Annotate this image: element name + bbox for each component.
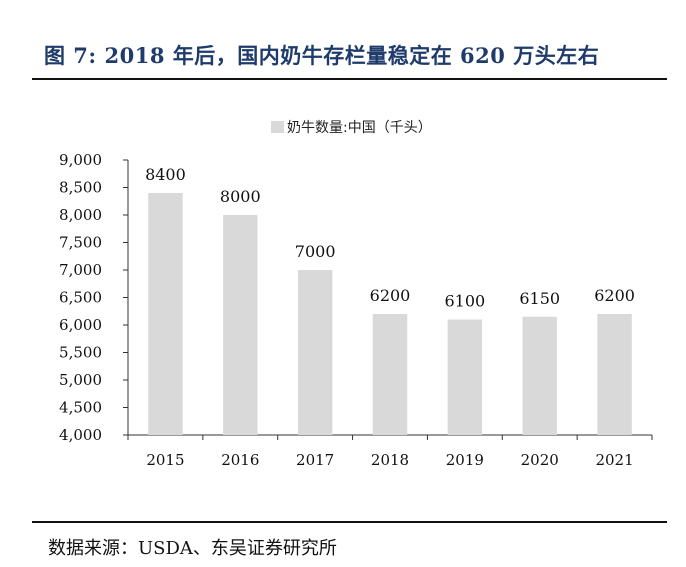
legend-label: 奶牛数量:中国（千头）	[287, 120, 432, 136]
bar	[522, 316, 557, 435]
y-tick-label: 4,500	[59, 399, 102, 417]
y-axis: 4,000 4,500 5,000 5,500 6,000 6,500 7,000 7,500…	[59, 151, 129, 444]
x-tick-label: 2017	[296, 451, 334, 469]
legend: 奶牛数量:中国（千头）	[271, 120, 432, 136]
x-axis: 2015 2016 2017 2018 2019 2020 2021	[127, 434, 653, 469]
bar	[597, 314, 632, 435]
y-tick-label: 8,500	[59, 179, 102, 197]
data-label: 8400	[145, 165, 186, 184]
source-note: 数据来源：USDA、东吴证券研究所	[48, 538, 337, 559]
x-tick-label: 2018	[371, 451, 409, 469]
legend-swatch	[271, 121, 284, 133]
figure-title: 图 7: 2018 年后，国内奶牛存栏量稳定在 620 万头左右	[44, 43, 600, 68]
data-labels: 8400 8000 7000 6200 6100 6150 6200	[145, 165, 635, 311]
data-label: 6100	[444, 292, 485, 311]
data-label: 6200	[594, 286, 635, 305]
y-tick-label: 7,000	[59, 261, 102, 279]
top-rule	[32, 78, 667, 80]
data-label: 6200	[370, 286, 411, 305]
bottom-rule	[32, 521, 667, 523]
x-tick-label: 2016	[221, 451, 259, 469]
y-tick-label: 6,500	[59, 289, 102, 307]
y-tick-label: 7,500	[59, 234, 102, 252]
bar	[148, 193, 183, 435]
x-tick-label: 2020	[521, 451, 559, 469]
y-tick-label: 5,500	[59, 344, 102, 362]
x-tick-label: 2019	[446, 451, 484, 469]
y-tick-label: 4,000	[59, 426, 102, 444]
y-tick-label: 8,000	[59, 206, 102, 224]
bar-chart: 奶牛数量:中国（千头） 4,000 4,500 5,000 5,500 6,000 6,5…	[59, 120, 653, 469]
data-label: 7000	[295, 242, 336, 261]
x-tick-label: 2015	[146, 451, 184, 469]
bar	[372, 314, 408, 435]
x-tick-label: 2021	[595, 451, 633, 469]
bar	[447, 319, 483, 435]
y-tick-label: 6,000	[59, 316, 102, 334]
bar	[223, 215, 258, 435]
data-label: 6150	[519, 289, 560, 308]
y-tick-label: 9,000	[59, 151, 102, 169]
bar	[297, 270, 333, 435]
y-tick-label: 5,000	[59, 371, 102, 389]
bars	[148, 193, 632, 435]
data-label: 8000	[220, 187, 261, 206]
